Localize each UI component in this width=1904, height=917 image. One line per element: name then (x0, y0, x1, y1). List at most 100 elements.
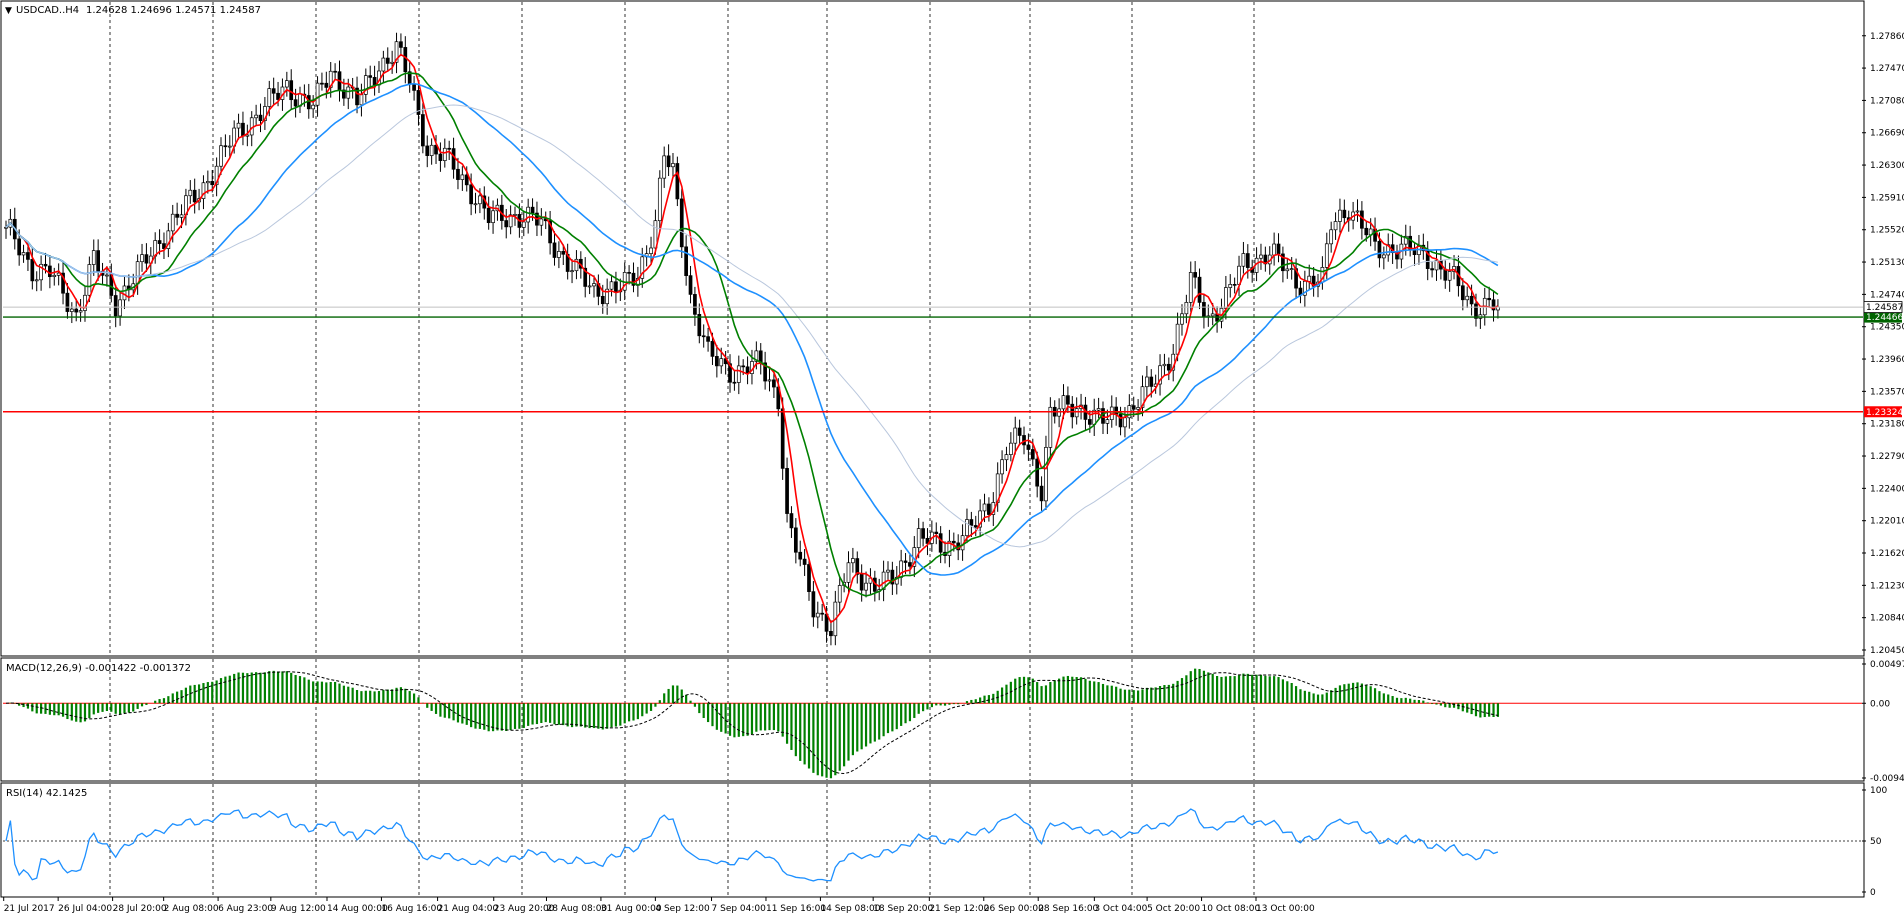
candle-body (105, 274, 109, 277)
candle-body (91, 250, 96, 265)
candle-body (763, 362, 767, 382)
candle-body (693, 294, 697, 315)
candle-body (258, 114, 263, 121)
price-axis-tick-label: 1.27080 (1870, 96, 1904, 106)
time-axis: 21 Jul 2017 26 Jul 04:00 28 Jul 20:002 Aug… (3, 897, 1315, 914)
candle-body (1333, 221, 1338, 231)
candle-body (1026, 444, 1031, 450)
candle-body (205, 181, 210, 184)
price-axis-tick-label: 1.22010 (1870, 517, 1904, 527)
candle-body (1232, 284, 1237, 286)
candle-body (1118, 413, 1123, 428)
candle-body (539, 218, 544, 226)
candle-body (464, 174, 469, 186)
candle-body (552, 242, 557, 258)
candle-body (1074, 408, 1079, 418)
candle-body (837, 585, 842, 603)
candle-body (675, 163, 680, 200)
price-axis-tick-label: 1.24350 (1870, 323, 1904, 333)
candle-body (1355, 210, 1360, 213)
candle-body (179, 214, 184, 218)
candle-body (284, 80, 289, 88)
candle-body (666, 155, 671, 168)
candle-body (859, 574, 864, 591)
price-axis-tick-label: 1.22790 (1870, 452, 1904, 462)
time-axis-tick-label: 11 Sep 16:00 (766, 904, 826, 914)
candle-body (4, 226, 8, 229)
candle-body (311, 104, 316, 110)
macd-axis-tick-label: -0.009477 (1870, 774, 1904, 784)
price-axis-tick-label: 1.25130 (1870, 258, 1904, 268)
candle-body (908, 562, 912, 567)
price-axis-tick-label: 1.23570 (1870, 387, 1904, 397)
candle-body (657, 177, 662, 222)
candle-body (403, 47, 408, 73)
rsi-axis-tick-label: 0 (1870, 888, 1876, 898)
current-price-label: 1.24587 (1866, 303, 1903, 313)
candle-body (583, 267, 588, 287)
price-axis-tick-label: 1.21620 (1870, 549, 1904, 559)
candle-body (605, 288, 610, 305)
rsi-axis-tick-label: 100 (1870, 786, 1887, 796)
candle-body (157, 240, 162, 244)
time-axis-tick-label: 18 Sep 20:00 (873, 904, 933, 914)
candle-body (688, 275, 693, 295)
candle-body (1487, 297, 1491, 301)
candle-body (1105, 419, 1110, 424)
macd-axis-tick-label: 0.004979 (1870, 660, 1904, 670)
candle-body (807, 564, 811, 592)
candle-body (429, 144, 434, 156)
rsi-axis-tick-label: 50 (1870, 837, 1882, 847)
candle-body (1241, 253, 1246, 267)
macd-axis: 0.004979 0.00 -0.009477 (1862, 660, 1904, 784)
candle-body (188, 189, 193, 197)
moving-average-line (5, 104, 1499, 548)
candle-body (526, 206, 531, 223)
moving-average-line (5, 72, 1499, 597)
candle-body (456, 168, 460, 180)
time-axis-tick-label: 14 Aug 00:00 (327, 904, 388, 914)
time-axis-tick-label: 3 Oct 04:00 (1094, 904, 1147, 914)
chart-menu-arrow-icon[interactable]: ▼ (5, 6, 12, 16)
candle-body (513, 214, 517, 216)
macd-indicator-label: MACD(12,26,9) -0.001422 -0.001372 (6, 663, 191, 674)
ohlc-label: 1.24628 1.24696 1.24571 1.24587 (86, 5, 261, 16)
candle-body (951, 540, 956, 544)
candle-body (1000, 459, 1004, 475)
candle-body (1474, 303, 1478, 319)
candle-body (1289, 268, 1294, 270)
candle-body (829, 630, 833, 637)
candle-body (1272, 243, 1276, 256)
candle-body (785, 468, 789, 514)
time-axis-tick-label: 6 Aug 23:00 (218, 904, 273, 914)
candle-body (372, 77, 377, 86)
candle-body (614, 281, 618, 293)
candle-body (96, 250, 100, 272)
candle-body (1162, 363, 1167, 367)
candle-body (574, 258, 579, 272)
candle-body (921, 528, 925, 539)
candle-body (1434, 260, 1439, 271)
time-axis-tick-label: 28 Jul 20:00 (113, 904, 167, 914)
price-axis-tick-label: 1.26300 (1870, 161, 1904, 171)
candle-body (1403, 235, 1408, 245)
candle-body (640, 256, 645, 279)
candle-body (1061, 395, 1066, 410)
candle-body (236, 122, 241, 129)
candle-body (864, 582, 868, 591)
candle-body (1342, 209, 1347, 219)
time-axis-tick-label: 28 Aug 08:00 (546, 904, 607, 914)
candle-body (1175, 323, 1180, 355)
candle-body (732, 381, 737, 384)
candle-body (491, 210, 495, 224)
candle-body (851, 558, 855, 564)
candle-body (631, 272, 636, 286)
moving-average-line (5, 82, 1499, 576)
candle-body (1364, 227, 1369, 236)
candle-body (223, 145, 228, 148)
candle-body (1158, 365, 1162, 385)
candle-body (320, 82, 324, 85)
candle-body (1377, 240, 1382, 259)
candle-body (425, 145, 430, 156)
